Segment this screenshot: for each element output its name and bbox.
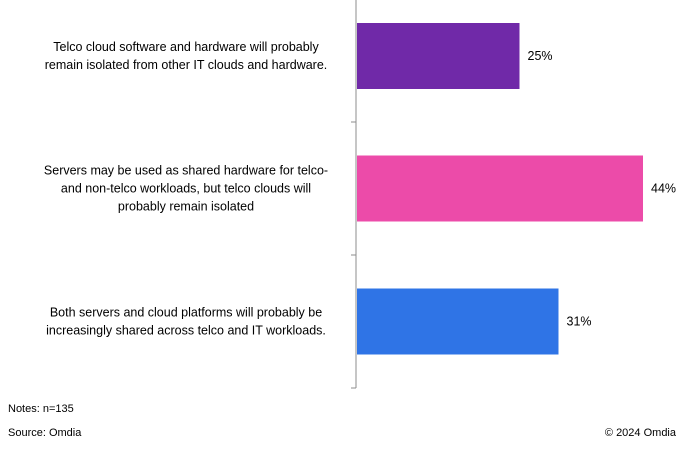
category-label: Both servers and cloud platforms will pr… xyxy=(46,306,326,338)
bar-chart: 25% Telco cloud software and hardware wil… xyxy=(44,0,676,389)
data-label: 44% xyxy=(651,182,676,196)
copyright-text: © 2024 Omdia xyxy=(604,427,676,439)
data-label: 25% xyxy=(528,49,553,63)
bar xyxy=(357,155,643,222)
bar xyxy=(357,23,520,89)
data-label: 31% xyxy=(567,315,592,329)
source-text: Source: Omdia xyxy=(8,427,82,439)
category-label: Telco cloud software and hardware will p… xyxy=(45,40,328,72)
category-label: Servers may be used as shared hardware f… xyxy=(44,164,328,214)
notes-text: Notes: n=135 xyxy=(8,403,74,415)
bar xyxy=(357,288,559,355)
